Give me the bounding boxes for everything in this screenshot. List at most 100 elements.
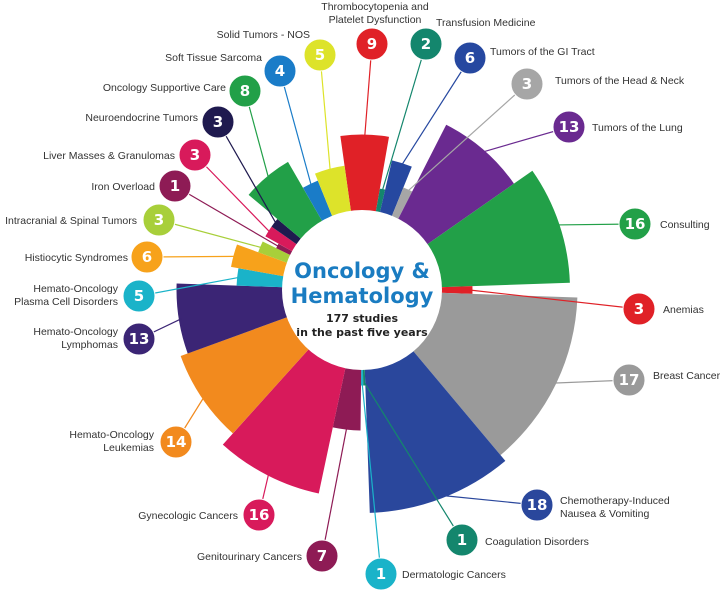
value-label: 2 [421,35,431,53]
value-bubble [510,67,544,101]
connector-line [406,83,528,193]
connector-line [469,289,640,310]
connector-line [381,43,427,193]
value-label: 1 [457,531,467,549]
wedge [222,347,346,494]
category-label: Plasma Cell Disorders [14,296,118,308]
category-label: Liver Masses & Granulomas [43,150,175,162]
wedge [379,160,412,218]
value-bubble [158,169,192,203]
wedge [314,165,352,218]
category-label: Platelet Dysfunction [329,14,422,26]
value-label: 1 [170,177,180,195]
value-bubble [263,54,297,88]
value-label: 17 [619,371,640,389]
category-label: Breast Cancer [653,370,720,382]
category-label: Lymphomas [61,339,118,351]
value-bubble [303,38,337,72]
wedge [271,218,303,246]
category-label: Leukemias [103,442,154,454]
category-label: Hemato-Oncology [69,429,154,441]
value-label: 3 [190,146,200,164]
wedge [439,286,473,294]
connector-line [321,426,348,557]
value-label: 8 [240,82,250,100]
value-label: 16 [249,506,270,524]
value-bubble [122,279,156,313]
category-label: Neuroendocrine Tumors [85,112,198,124]
category-label: Hemato-Oncology [33,283,118,295]
category-label: Thrombocytopenia and [321,1,429,13]
connector-line [174,185,281,248]
connector-line [319,54,331,172]
category-label: Genitourinary Cancers [197,551,302,563]
title-line-1: Oncology & [294,259,430,283]
value-bubble [552,110,586,144]
wedge [397,124,514,246]
wedge [258,241,292,264]
value-bubble [364,557,398,591]
value-label: 7 [317,547,327,565]
category-label: Histiocytic Syndromes [25,252,128,264]
wedge [265,226,299,253]
value-label: 6 [465,49,475,67]
value-bubble [618,207,652,241]
category-label: Iron Overload [91,181,155,193]
wedge [231,244,289,277]
wedge [360,367,364,386]
connector-line [217,121,278,225]
connector-line [361,382,382,575]
value-bubble [622,292,656,326]
wedge [391,187,413,221]
value-bubble [445,523,479,557]
value-label: 6 [142,248,152,266]
category-label: Dermatologic Cancers [402,569,506,581]
subtitle-line-2: in the past five years [296,326,428,339]
value-label: 1 [376,565,386,583]
category-label: Anemias [663,304,704,316]
subtitle-line-1: 177 studies [326,312,399,325]
category-label: Oncology Supportive Care [103,82,226,94]
category-label: Soft Tissue Sarcoma [165,52,262,64]
wedge [340,134,390,214]
value-bubble [612,363,646,397]
title-line-2: Hematology [291,284,434,308]
value-bubble [453,41,487,75]
value-label: 5 [134,287,144,305]
wedge [412,292,578,456]
value-bubble [305,539,339,573]
wedges [176,124,578,513]
center-circle [282,210,442,370]
category-label: Solid Tumors - NOS [217,29,310,41]
wedge [180,316,310,434]
connector-line [363,382,463,541]
category-label: Intracranial & Spinal Tumors [5,215,137,227]
wedge [303,180,333,223]
connector-line [194,154,272,234]
category-label: Tumors of the GI Tract [490,46,595,58]
wedge [276,243,294,256]
wedge [362,367,366,386]
value-bubble [355,27,389,61]
value-bubble [520,488,554,522]
connector-line [158,219,264,249]
value-bubble [122,322,156,356]
category-label: Tumors of the Lung [592,122,683,134]
category-label: Nausea & Vomiting [560,508,649,520]
value-label: 3 [154,211,164,229]
wedge [236,268,286,288]
value-label: 5 [315,46,325,64]
wedge [176,283,289,354]
value-bubble [409,27,443,61]
category-label: Consulting [660,219,710,231]
value-label: 3 [213,113,223,131]
wedge [332,366,362,431]
value-label: 14 [166,433,187,451]
value-bubble [201,105,235,139]
wedge [248,161,323,240]
value-label: 9 [367,35,377,53]
value-bubble [159,425,193,459]
connector-line [400,57,471,167]
